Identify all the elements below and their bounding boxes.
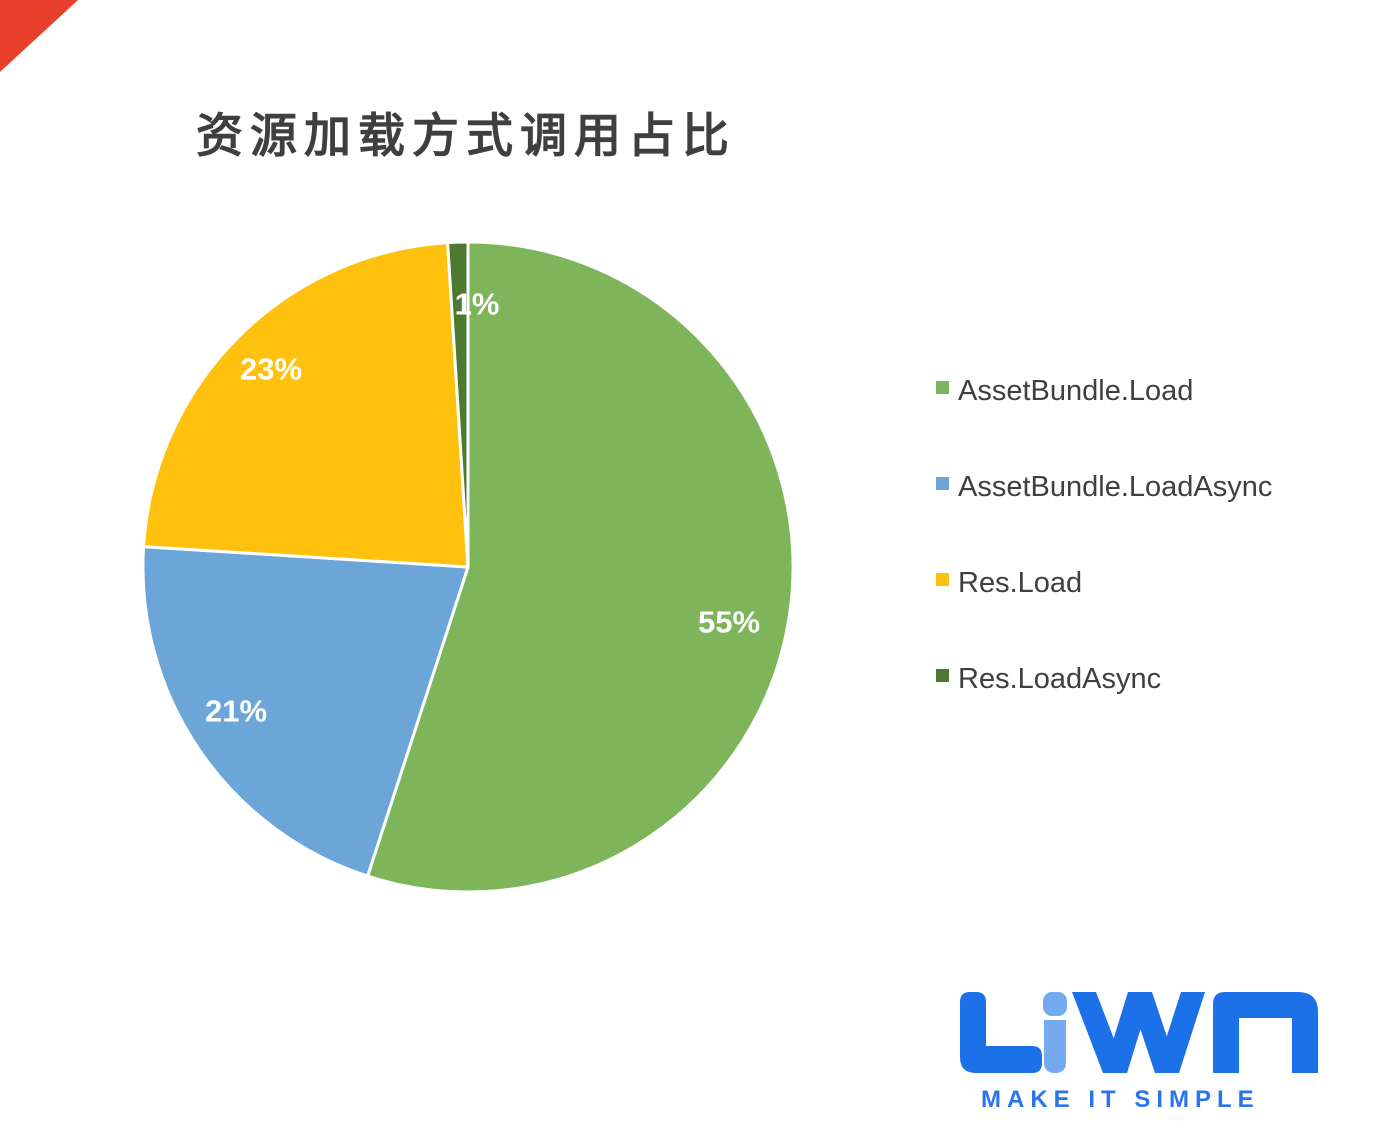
slice-label-23: 23% (240, 352, 302, 387)
liwa-logo (960, 992, 1318, 1073)
legend-label: AssetBundle.Load (958, 375, 1194, 407)
legend-marker-blue (936, 476, 949, 490)
logo-letter-a (1213, 992, 1318, 1073)
legend-label: Res.LoadAsync (958, 663, 1162, 695)
logo-tagline: MAKE IT SIMPLE (981, 1086, 1260, 1113)
legend-marker-green (936, 380, 949, 394)
pie-slice-res-load (142, 241, 470, 569)
slice-label-21: 21% (205, 694, 267, 729)
logo-letter-w (1072, 992, 1205, 1073)
legend-label: Res.Load (958, 567, 1083, 599)
legend-item-res-load: Res.Load (936, 567, 1082, 599)
corner-ribbon-marker (0, 0, 78, 72)
legend-label: AssetBundle.LoadAsync (958, 471, 1273, 503)
slice-label-55: 55% (698, 605, 760, 640)
legend-marker-yellow (936, 572, 949, 586)
slice-label-1: 1% (455, 287, 500, 322)
logo-letter-i (1043, 992, 1067, 1073)
legend-marker-darkgreen (936, 668, 949, 682)
chart-title: 资源加载方式调用占比 (196, 109, 736, 162)
pie-slice-assetbundle-load (366, 240, 795, 894)
pie-slice-res-loadasync (446, 240, 470, 569)
legend-item-res-loadasync: Res.LoadAsync (936, 663, 1161, 695)
pie-chart: 55% 21% 23% 1% (141, 240, 795, 894)
legend-item-assetbundle-load: AssetBundle.Load (936, 375, 1193, 407)
logo-letter-l (960, 992, 1042, 1073)
pie-slice-assetbundle-loadasync (141, 545, 470, 878)
legend-item-assetbundle-loadasync: AssetBundle.LoadAsync (936, 471, 1272, 503)
